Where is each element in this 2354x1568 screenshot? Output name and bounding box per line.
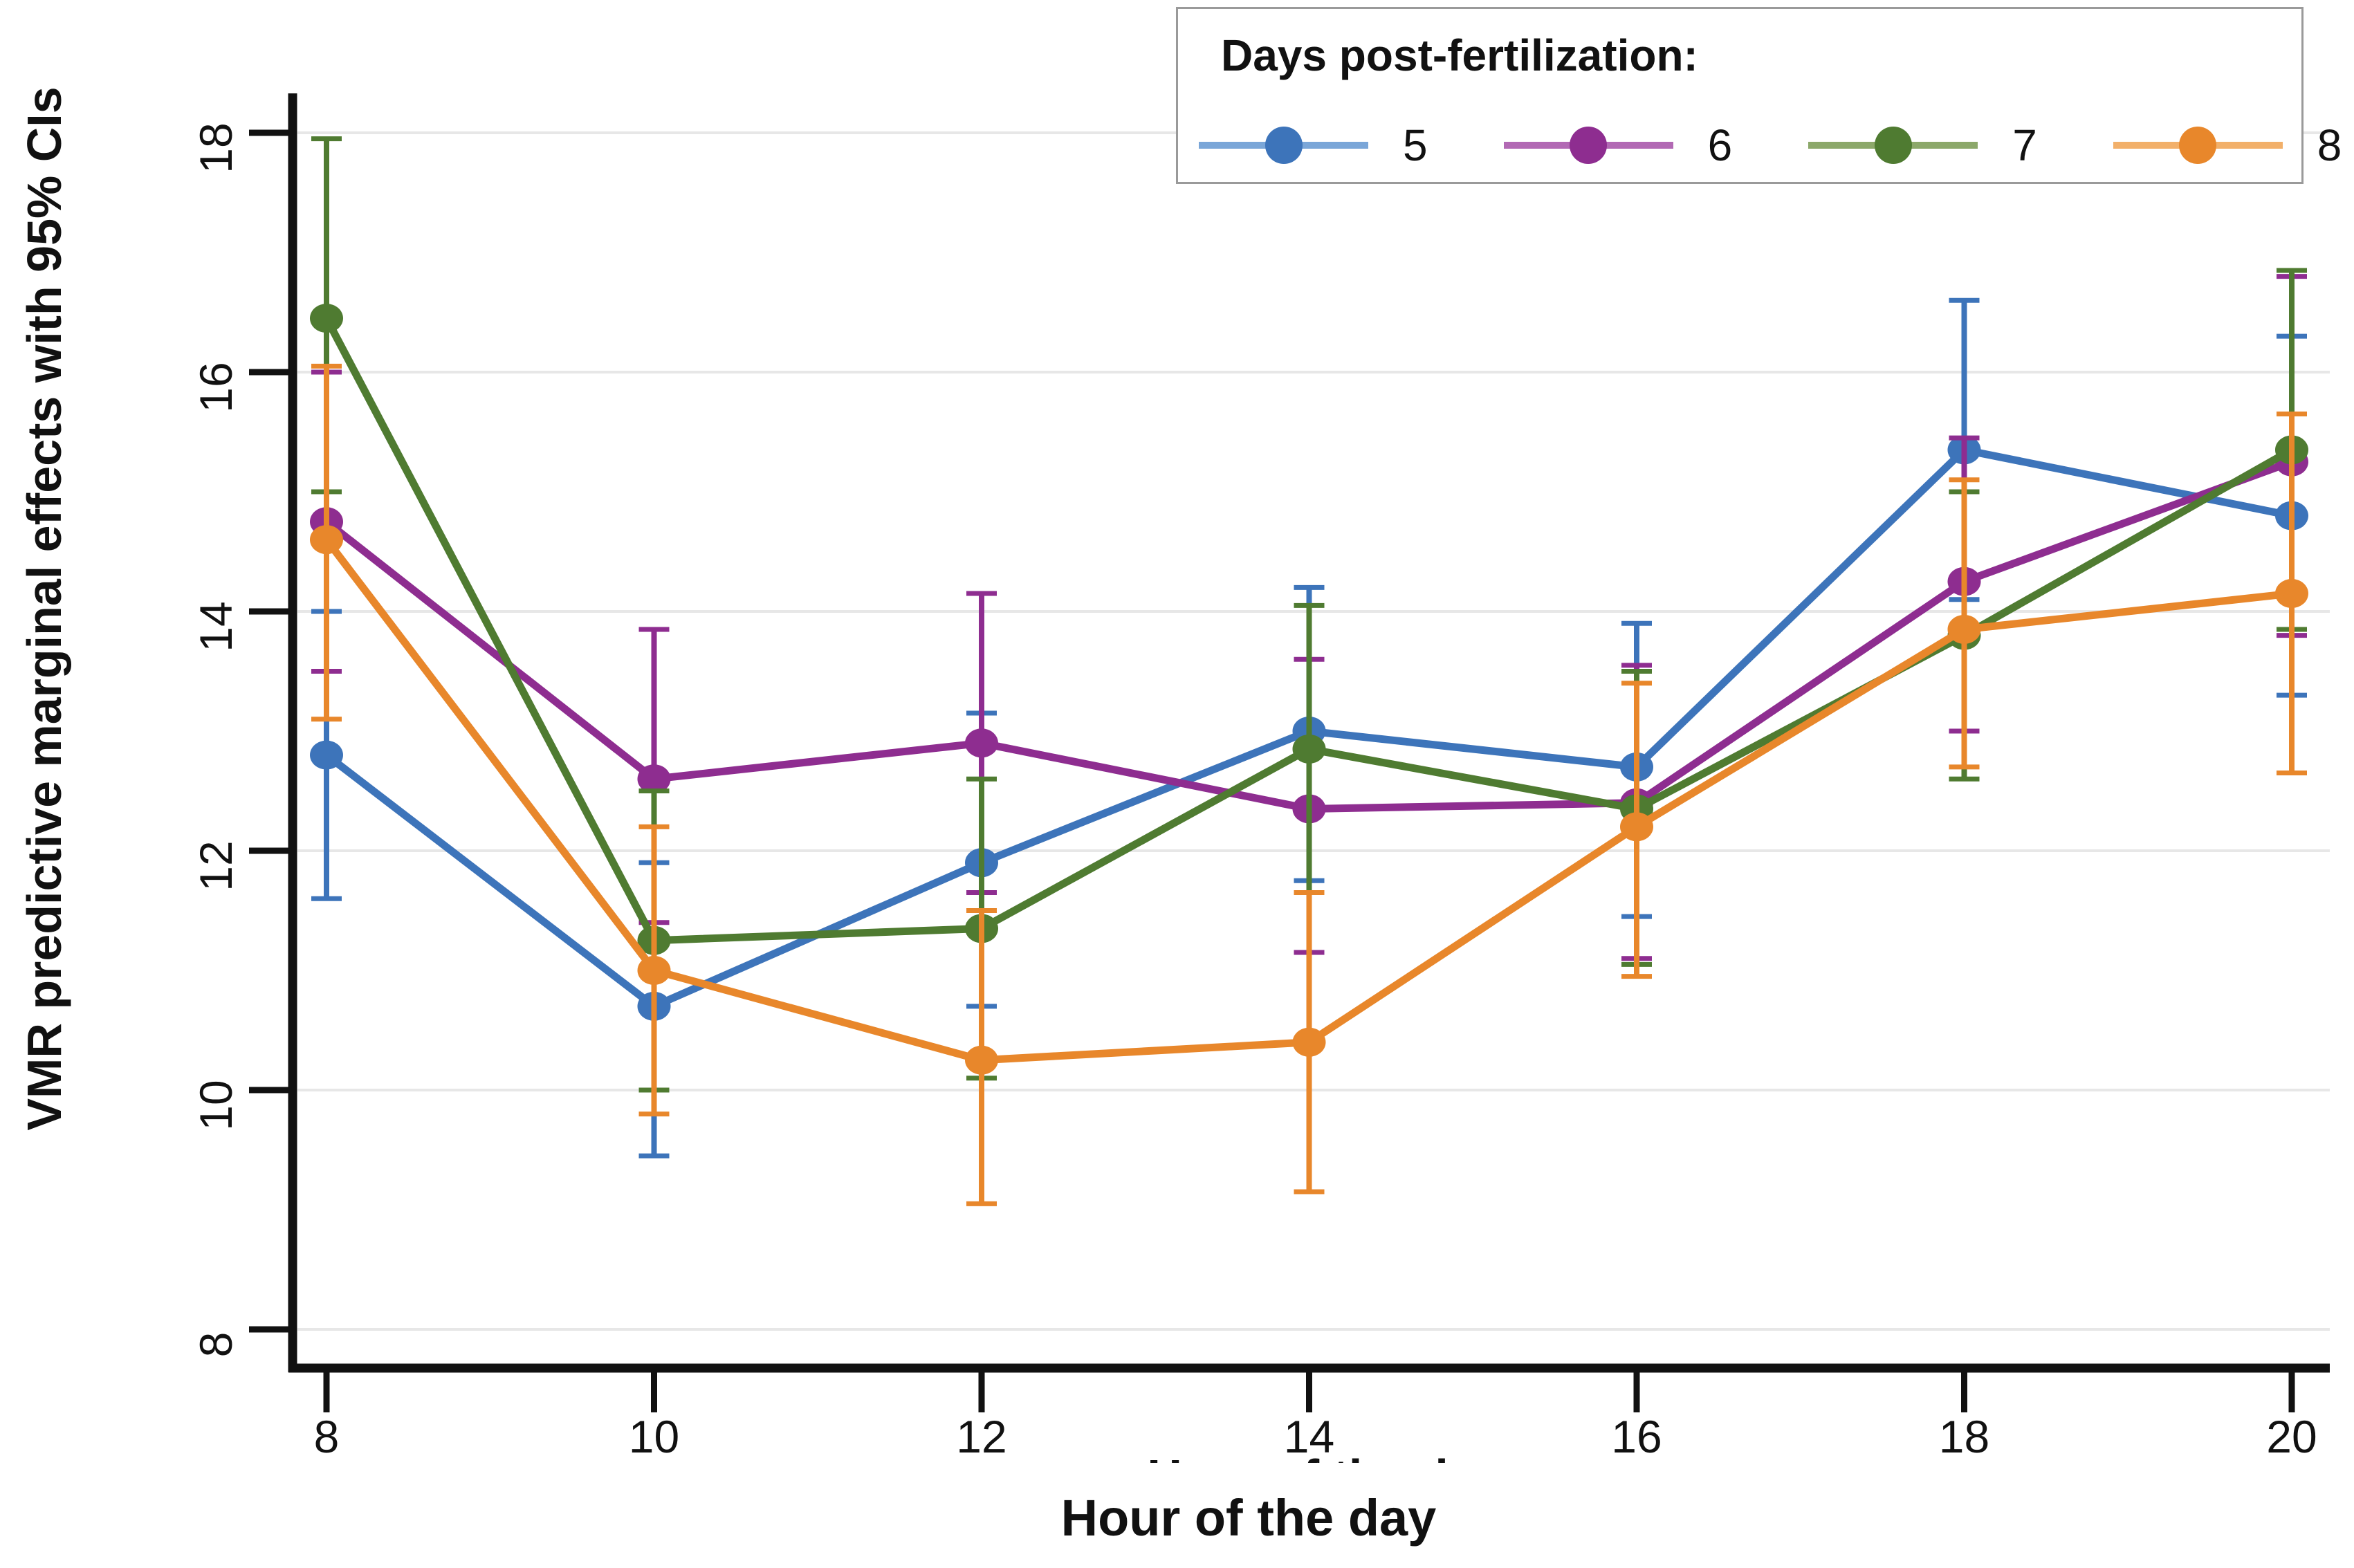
- legend-swatch-5: [1199, 127, 1368, 164]
- legend-entry-6: 6: [1503, 120, 1733, 171]
- legend-entry-8: 8: [2113, 120, 2342, 171]
- legend: Days post-fertilization: 5 6 7 8: [1176, 7, 2342, 184]
- x-tick-label-14: 14: [1284, 1411, 1334, 1462]
- legend-swatch-7: [1808, 127, 1978, 164]
- marker-7-x8: [310, 304, 343, 333]
- marker-8-x14: [1292, 1027, 1326, 1057]
- y-tick-label-16: 16: [190, 362, 241, 412]
- marker-6-x12: [965, 728, 998, 758]
- legend-label-6: 6: [1707, 120, 1733, 170]
- marker-8-x18: [1947, 614, 1981, 644]
- marker-5-x8: [310, 740, 343, 770]
- legend-entry-7: 7: [1808, 120, 2037, 171]
- y-tick-label-14: 14: [190, 601, 241, 652]
- legend-label-5: 5: [1403, 120, 1428, 170]
- x-axis-title-clipped: Hour of the day: [1147, 1452, 1502, 1463]
- legend-marker-icon: [2179, 127, 2217, 164]
- marker-6-x10: [637, 764, 671, 794]
- x-tick-label-8: 8: [314, 1411, 340, 1462]
- legend-title: Days post-fertilization:: [1221, 30, 1698, 80]
- legend-marker-icon: [1265, 127, 1303, 164]
- legend-marker-icon: [1874, 127, 1912, 164]
- x-tick-label-20: 20: [2266, 1411, 2317, 1462]
- marker-8-x16: [1620, 812, 1653, 842]
- legend-swatch-6: [1503, 127, 1673, 164]
- y-axis-title: VMR predictive marginal effects with 95%…: [17, 86, 71, 1131]
- y-tick-label-10: 10: [190, 1080, 241, 1130]
- marker-8-x8: [310, 525, 343, 555]
- marker-8-x12: [965, 1045, 998, 1075]
- legend-label-8: 8: [2317, 120, 2342, 170]
- legend-label-7: 7: [2012, 120, 2037, 170]
- legend-entry-5: 5: [1199, 120, 1428, 171]
- x-tick-label-12: 12: [956, 1411, 1006, 1462]
- marker-7-x14: [1292, 734, 1326, 764]
- y-tick-label-8: 8: [190, 1332, 241, 1358]
- x-axis-title: Hour of the day: [1060, 1489, 1437, 1547]
- legend-swatch-8: [2113, 127, 2283, 164]
- marker-8-x10: [637, 956, 671, 985]
- x-axis-title-clipped-text: Hour of the day: [1147, 1452, 1502, 1463]
- legend-marker-icon: [1570, 127, 1608, 164]
- marker-8-x20: [2275, 579, 2308, 609]
- legend-entries: 5 6 7 8: [1199, 120, 2342, 171]
- x-tick-label-16: 16: [1611, 1411, 1662, 1462]
- y-tick-label-12: 12: [190, 840, 241, 891]
- x-tick-label-10: 10: [629, 1411, 679, 1462]
- x-tick-label-18: 18: [1939, 1411, 1989, 1462]
- y-tick-label-18: 18: [190, 122, 241, 173]
